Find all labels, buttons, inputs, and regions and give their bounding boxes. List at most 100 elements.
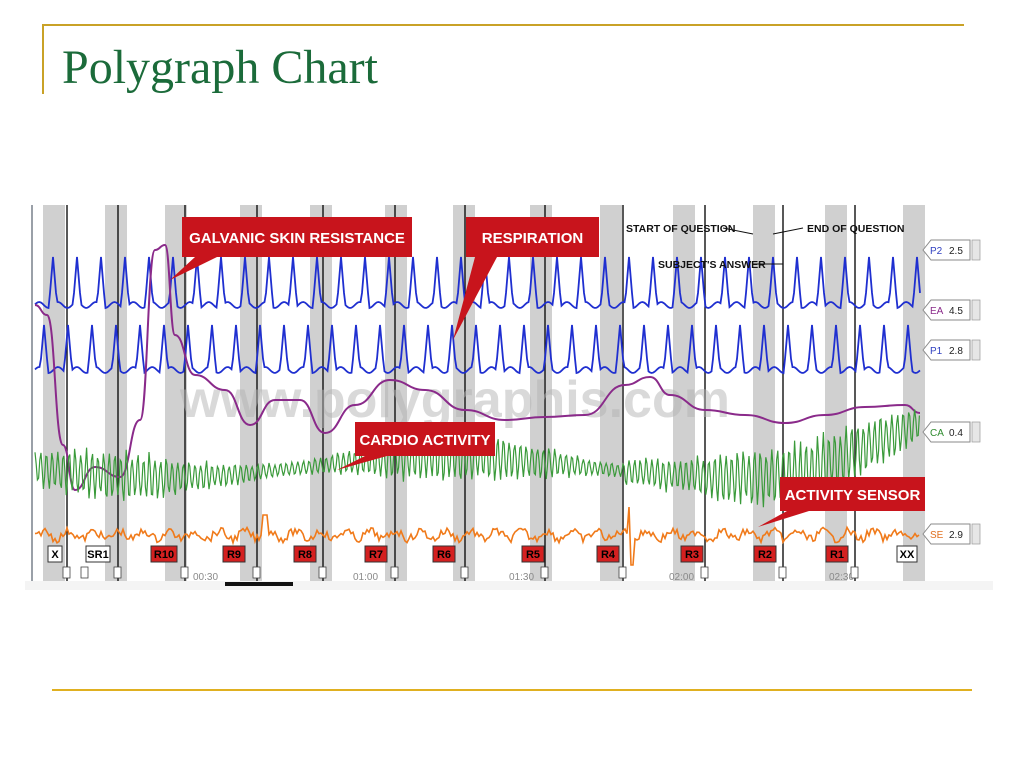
channel-tag-p1: P1 2.8 bbox=[922, 339, 981, 361]
question-marker-box bbox=[293, 545, 317, 563]
traces bbox=[34, 243, 921, 566]
question-legend: START OF QUESTION END OF QUESTION SUBJECT'… bbox=[626, 223, 904, 271]
channel-value: 2.9 bbox=[949, 530, 963, 541]
trace-se bbox=[34, 506, 920, 566]
question-marker-box bbox=[432, 545, 456, 563]
answer-mark bbox=[252, 566, 261, 579]
question-marker-box bbox=[753, 545, 777, 563]
channel-scroll-control[interactable] bbox=[971, 299, 981, 321]
question-shade bbox=[385, 205, 407, 581]
answer-mark bbox=[540, 566, 549, 579]
question-marker-r6[interactable]: R6 bbox=[432, 545, 456, 563]
question-marker-r5[interactable]: R5 bbox=[521, 545, 545, 563]
answer-mark bbox=[618, 566, 627, 579]
time-axis: 00:30 01:00 01:30 02:00 02:30 bbox=[25, 566, 993, 590]
trace-p1 bbox=[34, 324, 921, 375]
callout-text: RESPIRATION bbox=[482, 230, 583, 247]
time-tick-label: 02:00 bbox=[669, 572, 694, 583]
question-marker-label: R5 bbox=[526, 549, 540, 561]
question-marker-r9[interactable]: R9 bbox=[222, 545, 246, 563]
channel-value: 2.5 bbox=[949, 246, 963, 257]
answer-mark bbox=[180, 566, 189, 579]
callout: ACTIVITY SENSOR bbox=[758, 477, 925, 527]
question-marker-r10[interactable]: R10 bbox=[150, 545, 178, 563]
answer-mark bbox=[113, 566, 122, 579]
channel-tag-shape bbox=[922, 239, 971, 261]
question-marker-label: SR1 bbox=[87, 549, 108, 561]
callout-box bbox=[466, 217, 599, 257]
channel-value: 4.5 bbox=[949, 306, 963, 317]
question-marker-label: R7 bbox=[369, 549, 383, 561]
question-marker-xx[interactable]: XX bbox=[896, 545, 918, 563]
callout: CARDIO ACTIVITY bbox=[337, 422, 495, 470]
channel-scroll-control[interactable] bbox=[971, 523, 981, 545]
channel-scroll-control[interactable] bbox=[971, 421, 981, 443]
question-marker-r1[interactable]: R1 bbox=[825, 545, 849, 563]
channel-name: CA bbox=[930, 428, 944, 439]
channel-name: P1 bbox=[930, 346, 943, 357]
question-marker-box bbox=[222, 545, 246, 563]
channel-tag-ca: CA 0.4 bbox=[922, 421, 981, 443]
time-tick-label: 01:00 bbox=[353, 572, 378, 583]
callout-text: ACTIVITY SENSOR bbox=[785, 487, 921, 504]
channel-scroll-control[interactable] bbox=[971, 339, 981, 361]
question-marker-label: R3 bbox=[685, 549, 699, 561]
callout-box bbox=[355, 422, 495, 456]
question-marker-r8[interactable]: R8 bbox=[293, 545, 317, 563]
answer-mark bbox=[62, 566, 71, 579]
callout-pointer bbox=[170, 257, 217, 280]
question-marker-box bbox=[896, 545, 918, 563]
question-marker-box bbox=[680, 545, 704, 563]
trace-ca bbox=[34, 409, 920, 508]
question-lines bbox=[66, 205, 856, 581]
legend-arrow bbox=[772, 227, 804, 235]
question-marker-sr1[interactable]: SR1 bbox=[85, 545, 111, 563]
answer-mark bbox=[700, 566, 709, 579]
question-marker-box bbox=[85, 545, 111, 563]
answer-mark bbox=[80, 566, 89, 579]
channel-tag-shape bbox=[922, 339, 971, 361]
callout-pointer bbox=[453, 257, 497, 340]
channel-tag-shape bbox=[922, 523, 971, 545]
question-marker-label: X bbox=[51, 549, 59, 561]
question-marker-label: R6 bbox=[437, 549, 451, 561]
callouts: GALVANIC SKIN RESISTANCE RESPIRATION CARDI… bbox=[170, 217, 925, 527]
legend-arrow bbox=[722, 227, 754, 235]
question-shade bbox=[903, 205, 925, 581]
question-marker-box bbox=[521, 545, 545, 563]
question-marker-r3[interactable]: R3 bbox=[680, 545, 704, 563]
question-marker-label: R2 bbox=[758, 549, 772, 561]
slide-title: Polygraph Chart bbox=[62, 41, 378, 94]
callout-box bbox=[780, 477, 925, 511]
channel-tag-ea: EA 4.5 bbox=[922, 299, 981, 321]
question-marker-box bbox=[364, 545, 388, 563]
question-marker-label: R4 bbox=[601, 549, 616, 561]
answer-mark bbox=[390, 566, 399, 579]
time-tick-label: 01:30 bbox=[509, 572, 534, 583]
question-marker-r7[interactable]: R7 bbox=[364, 545, 388, 563]
answer-mark bbox=[850, 566, 859, 579]
question-marker-label: R1 bbox=[830, 549, 844, 561]
question-shade bbox=[825, 205, 847, 581]
polygraph-chart: www.polygraphis.com GALVANIC SKIN RESIST… bbox=[25, 205, 993, 590]
question-marker-box bbox=[47, 545, 63, 563]
callout-text: GALVANIC SKIN RESISTANCE bbox=[189, 230, 405, 247]
callout-text: CARDIO ACTIVITY bbox=[359, 432, 490, 449]
trace-p2 bbox=[34, 256, 921, 310]
question-marker-box bbox=[150, 545, 178, 563]
question-marker-label: R9 bbox=[227, 549, 241, 561]
callout: GALVANIC SKIN RESISTANCE bbox=[170, 217, 412, 280]
question-marker-x[interactable]: X bbox=[47, 545, 63, 563]
question-marker-label: XX bbox=[900, 549, 915, 561]
question-marker-box bbox=[825, 545, 849, 563]
question-marker-r2[interactable]: R2 bbox=[753, 545, 777, 563]
top-rule bbox=[42, 24, 964, 26]
question-shade bbox=[105, 205, 127, 581]
question-marker-r4[interactable]: R4 bbox=[596, 545, 620, 563]
callout-pointer bbox=[337, 456, 387, 470]
question-marker-label: R10 bbox=[154, 549, 174, 561]
time-tick-label: 02:30 bbox=[829, 572, 854, 583]
bottom-rule bbox=[52, 689, 972, 691]
channel-scroll-control[interactable] bbox=[971, 239, 981, 261]
time-scrollbar[interactable] bbox=[225, 582, 293, 586]
